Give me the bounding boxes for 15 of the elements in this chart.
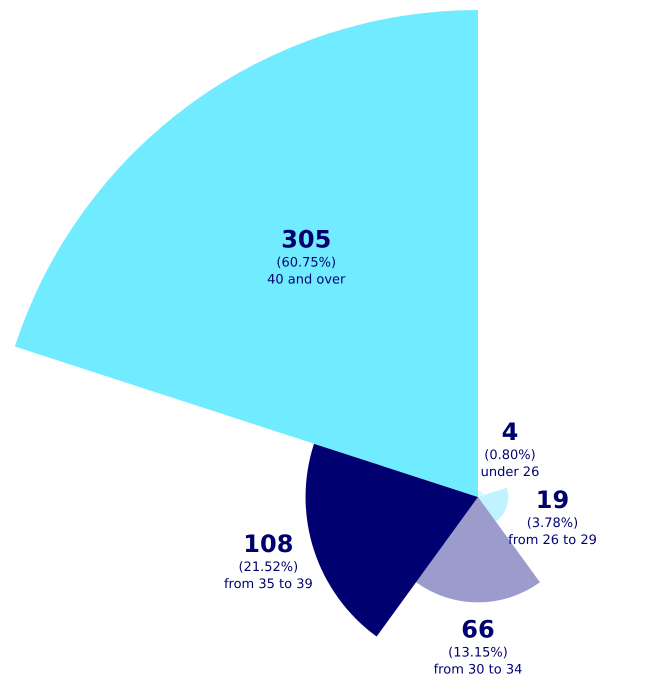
category-label: 40 and over bbox=[267, 272, 346, 288]
text: (3.78%) bbox=[526, 516, 578, 532]
data-label: 108 bbox=[243, 530, 294, 558]
text: (13.15%) bbox=[448, 645, 508, 660]
category-label: from 26 to 29 bbox=[508, 533, 597, 548]
text: (0.80%) bbox=[484, 448, 536, 463]
text: (60.75%) bbox=[276, 256, 336, 271]
category-label: from 30 to 34 bbox=[434, 662, 522, 677]
text: (21.52%) bbox=[238, 560, 298, 576]
data-label: 305 bbox=[281, 226, 332, 254]
data-label: 66 bbox=[461, 615, 495, 644]
data-label: 19 bbox=[536, 486, 570, 514]
category-label: from 35 to 39 bbox=[224, 577, 313, 592]
data-label: 4 bbox=[502, 418, 518, 446]
category-label: under 26 bbox=[480, 465, 540, 480]
